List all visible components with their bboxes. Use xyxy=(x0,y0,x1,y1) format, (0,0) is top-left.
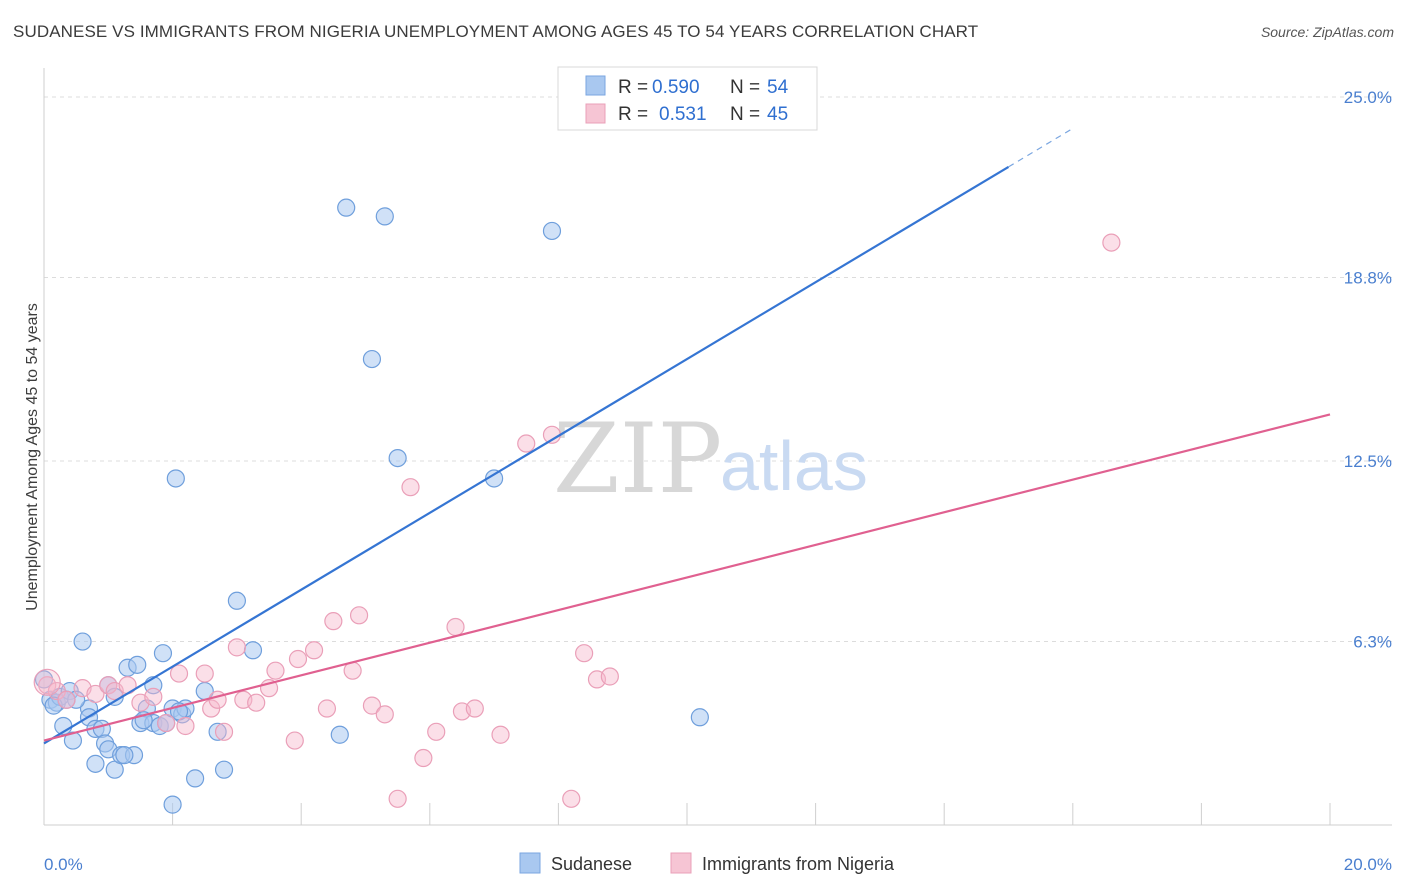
legend-swatch-nigeria xyxy=(585,103,606,124)
bottom-legend-nigeria: Immigrants from Nigeria xyxy=(702,854,895,874)
point-nigeria-34 xyxy=(427,722,446,741)
point-sudanese-27 xyxy=(153,644,173,663)
point-sudanese-34 xyxy=(186,769,205,788)
y-tick-label-3: 25.0% xyxy=(1344,88,1392,107)
x-tick-label-min: 0.0% xyxy=(44,855,83,874)
point-nigeria-16 xyxy=(214,722,234,741)
point-nigeria-15 xyxy=(208,690,227,709)
point-sudanese-38 xyxy=(227,591,246,610)
point-sudanese-39 xyxy=(243,641,263,660)
point-sudanese-50 xyxy=(115,746,134,765)
bottom-legend-sudanese: Sudanese xyxy=(551,854,632,874)
bottom-legend-swatch-nigeria xyxy=(670,852,692,874)
y-axis-label: Unemployment Among Ages 45 to 54 years xyxy=(24,303,41,611)
trend-line-sudanese-extension xyxy=(1008,127,1074,168)
point-nigeria-9 xyxy=(144,687,163,706)
bottom-legend-swatch-sudanese xyxy=(519,852,541,874)
point-nigeria-31 xyxy=(388,789,407,808)
bottom-legend: Sudanese Immigrants from Nigeria xyxy=(519,852,895,874)
y-tick-label-0: 6.3% xyxy=(1353,633,1392,652)
point-sudanese-21 xyxy=(128,655,147,674)
point-nigeria-44 xyxy=(600,667,619,686)
point-sudanese-43 xyxy=(375,207,394,226)
point-nigeria-22 xyxy=(285,731,304,750)
point-nigeria-13 xyxy=(195,664,214,683)
point-nigeria-41 xyxy=(562,789,581,808)
legend-r-value-nigeria: 0.531 xyxy=(659,104,707,125)
y-tick-labels: 6.3% 12.5% 18.8% 25.0% xyxy=(1344,88,1392,652)
point-nigeria-45 xyxy=(1102,233,1121,252)
point-sudanese-40 xyxy=(330,725,349,744)
point-nigeria-35 xyxy=(446,617,465,637)
point-nigeria-26 xyxy=(324,612,343,631)
chart-title: SUDANESE VS IMMIGRANTS FROM NIGERIA UNEM… xyxy=(13,22,979,41)
point-nigeria-39 xyxy=(517,434,536,453)
legend-swatch-sudanese xyxy=(585,75,606,96)
trend-lines xyxy=(43,127,1331,745)
point-sudanese-41 xyxy=(337,198,356,217)
data-points xyxy=(33,198,1121,814)
point-nigeria-32 xyxy=(401,478,420,497)
point-nigeria-4 xyxy=(86,684,105,704)
point-sudanese-31 xyxy=(166,469,185,488)
point-sudanese-7 xyxy=(73,632,92,651)
point-nigeria-25 xyxy=(317,699,337,718)
trend-line-nigeria xyxy=(43,413,1331,742)
legend-box: R = 0.590 N = 54 R = 0.531 N = 45 xyxy=(557,66,818,131)
point-nigeria-10 xyxy=(157,713,176,733)
point-nigeria-19 xyxy=(247,693,266,712)
point-nigeria-30 xyxy=(375,705,394,724)
point-nigeria-37 xyxy=(465,699,484,718)
grid-lines xyxy=(44,96,1392,643)
point-sudanese-0 xyxy=(34,670,54,689)
point-sudanese-47 xyxy=(690,708,709,727)
point-nigeria-42 xyxy=(575,644,594,663)
axes xyxy=(43,68,1392,826)
point-sudanese-42 xyxy=(362,349,382,369)
y-tick-label-1: 12.5% xyxy=(1344,452,1392,471)
point-nigeria-17 xyxy=(227,638,246,657)
point-sudanese-46 xyxy=(542,221,562,241)
legend-n-label-2: N = xyxy=(730,104,760,125)
point-nigeria-12 xyxy=(176,716,195,736)
legend-r-value-sudanese: 0.590 xyxy=(652,77,700,98)
watermark-atlas: atlas xyxy=(720,427,868,505)
source-label: Source: ZipAtlas.com xyxy=(1260,24,1394,40)
legend-r-label-2: R = xyxy=(618,104,648,125)
point-nigeria-21 xyxy=(266,661,285,680)
x-tick-label-max: 20.0% xyxy=(1344,855,1392,874)
point-sudanese-37 xyxy=(214,760,234,779)
point-nigeria-33 xyxy=(414,748,433,768)
legend-n-label: N = xyxy=(730,77,760,98)
legend-r-label: R = xyxy=(618,77,648,98)
y-tick-label-2: 18.8% xyxy=(1344,269,1392,288)
point-nigeria-29 xyxy=(362,696,382,715)
point-sudanese-36 xyxy=(208,722,227,741)
point-nigeria-2 xyxy=(57,690,76,709)
point-nigeria-24 xyxy=(304,641,324,660)
point-nigeria-38 xyxy=(491,725,510,744)
point-cluster-nigeria xyxy=(33,668,61,696)
point-sudanese-11 xyxy=(86,754,105,773)
watermark: ZIP atlas xyxy=(553,403,868,515)
legend-n-value-nigeria: 45 xyxy=(767,104,788,125)
legend-n-value-sudanese: 54 xyxy=(767,77,789,98)
point-nigeria-0 xyxy=(38,676,57,695)
point-nigeria-23 xyxy=(288,649,308,669)
point-nigeria-28 xyxy=(349,606,369,625)
point-sudanese-29 xyxy=(163,795,182,814)
x-tick-labels: 0.0% 20.0% xyxy=(44,855,1392,874)
point-nigeria-11 xyxy=(169,664,189,683)
point-sudanese-44 xyxy=(388,448,407,468)
trend-line-sudanese xyxy=(43,165,1010,745)
point-sudanese-6 xyxy=(63,731,83,750)
watermark-zip: ZIP xyxy=(553,403,722,515)
